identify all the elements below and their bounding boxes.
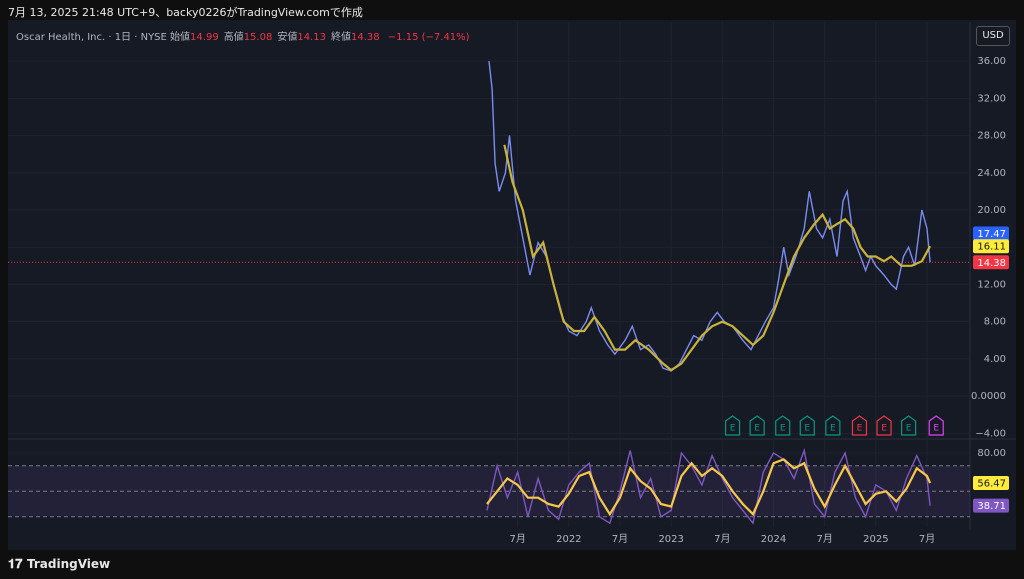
y-tick-label: 80.00 — [977, 448, 1006, 459]
brand: TradingView — [26, 557, 111, 571]
earnings-label: E — [857, 424, 863, 434]
ohlc-label: 終値 — [330, 32, 351, 43]
price-marker — [973, 226, 1009, 241]
footer: 𝟏𝟕 TradingView — [8, 557, 110, 572]
ohlc-label: 安値 — [277, 32, 298, 43]
y-tick-label: 0.0000 — [971, 391, 1006, 402]
change: −1.15 (−7.41%) — [387, 32, 470, 43]
series-line — [488, 61, 931, 372]
y-tick-label: 28.00 — [977, 131, 1006, 142]
earnings-icon — [825, 415, 841, 436]
ohlc-label: 始値 — [170, 32, 191, 43]
y-tick-label: 32.00 — [977, 93, 1006, 104]
price-marker — [973, 498, 1009, 513]
earnings-icon — [724, 415, 741, 436]
price-marker-label: 56.47 — [977, 479, 1006, 490]
earnings-label: E — [881, 424, 887, 434]
series-line — [486, 447, 931, 525]
x-tick-label: 2023 — [658, 534, 683, 545]
ohlc-value: 14.13 — [297, 32, 326, 43]
ohlc-value: 15.08 — [243, 32, 273, 43]
price-marker-label: 16.11 — [977, 242, 1006, 253]
price-marker-label: 17.47 — [977, 229, 1006, 240]
price-marker-label: 14.38 — [977, 258, 1006, 269]
x-tick-label: 7月 — [816, 533, 832, 545]
earnings-label: E — [780, 424, 786, 434]
earnings-icon — [775, 415, 791, 436]
earnings-label: E — [933, 424, 939, 434]
price-marker-label: 38.71 — [977, 501, 1006, 512]
price-marker — [973, 239, 1009, 254]
price-marker — [973, 476, 1009, 491]
x-tick-label: 2022 — [556, 534, 581, 545]
earnings-icon — [900, 415, 917, 436]
y-tick-label: −4.00 — [975, 428, 1006, 439]
x-tick-label: 7月 — [509, 533, 525, 545]
earnings-icon — [876, 415, 892, 436]
y-tick-label: 24.00 — [977, 168, 1006, 179]
y-tick-label: 36.00 — [977, 56, 1006, 67]
ohlc-value: 14.99 — [190, 32, 219, 43]
symbol-title: Oscar Health, Inc. · 1日 · NYSE — [16, 32, 167, 43]
rsi-band — [8, 465, 970, 517]
series-line — [503, 144, 932, 372]
earnings-label: E — [804, 424, 810, 434]
y-tick-label: 20.00 — [977, 205, 1006, 216]
chart-area — [8, 20, 1016, 550]
earnings-label: E — [730, 424, 736, 434]
currency-button[interactable]: USD — [976, 26, 1010, 46]
series-line — [486, 458, 932, 517]
y-tick-label: 12.00 — [977, 279, 1006, 290]
y-tick-label: 4.00 — [984, 354, 1006, 365]
ohlc-value: 14.38 — [350, 32, 380, 43]
x-tick-label: 2024 — [761, 534, 786, 545]
x-tick-label: 7月 — [919, 533, 935, 545]
ohlc: 始値14.99 高値15.08 安値14.13 終値14.38 — [170, 32, 385, 43]
earnings-label: E — [754, 424, 760, 434]
x-tick-label: 7月 — [612, 533, 628, 545]
earnings-label: E — [830, 424, 836, 434]
x-tick-label: 2025 — [863, 534, 888, 545]
earnings-icon — [928, 415, 944, 436]
price-marker — [973, 255, 1009, 270]
legend: Oscar Health, Inc. · 1日 · NYSE 始値14.99 高値… — [16, 28, 475, 43]
earnings-label: E — [906, 424, 912, 434]
x-tick-label: 7月 — [714, 533, 730, 545]
ohlc-label: 高値 — [223, 32, 244, 43]
y-tick-label: 8.00 — [984, 317, 1006, 328]
logo: 𝟏𝟕 — [8, 557, 27, 572]
earnings-icon — [851, 415, 868, 436]
header: 7月 13, 2025 21:48 UTC+9、backy0226がTradin… — [8, 6, 363, 19]
earnings-icon — [749, 415, 765, 436]
earnings-icon — [799, 415, 815, 436]
